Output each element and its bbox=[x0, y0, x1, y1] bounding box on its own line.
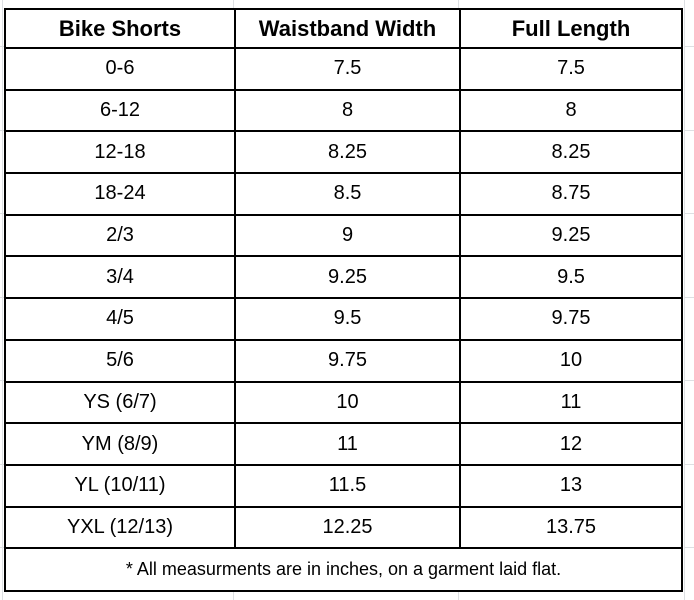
size-cell[interactable]: YXL (12/13) bbox=[4, 505, 236, 550]
sheet-gridline bbox=[458, 0, 459, 8]
waistband-width-cell[interactable]: 10 bbox=[234, 380, 461, 425]
size-chart-body: 0-6 7.5 7.5 6-12 8 8 12-18 8.25 8.25 18-24 8.5 8.75… bbox=[4, 47, 683, 550]
full-length-cell[interactable]: 11 bbox=[459, 380, 683, 425]
table-row: 0-6 7.5 7.5 bbox=[4, 47, 683, 91]
footnote-row: * All measurments are in inches, on a ga… bbox=[4, 547, 683, 593]
size-chart: Bike Shorts Waistband Width Full Length … bbox=[4, 8, 683, 593]
sheet-gridline bbox=[233, 0, 234, 8]
sheet-gridline bbox=[0, 213, 4, 214]
waistband-width-cell[interactable]: 8.25 bbox=[234, 130, 461, 175]
sheet-gridline bbox=[2, 0, 3, 600]
table-row: 12-18 8.25 8.25 bbox=[4, 130, 683, 175]
table-row: 18-24 8.5 8.75 bbox=[4, 172, 683, 216]
size-cell[interactable]: 4/5 bbox=[4, 297, 236, 341]
table-row: 5/6 9.75 10 bbox=[4, 338, 683, 383]
waistband-width-cell[interactable]: 9 bbox=[234, 213, 461, 258]
col-header-waistband-width[interactable]: Waistband Width bbox=[234, 8, 461, 49]
full-length-cell[interactable]: 13 bbox=[459, 463, 683, 508]
waistband-width-cell[interactable]: 9.25 bbox=[234, 255, 461, 300]
table-row: YS (6/7) 10 11 bbox=[4, 380, 683, 425]
sheet-gridline bbox=[684, 547, 694, 548]
waistband-width-cell[interactable]: 9.5 bbox=[234, 297, 461, 341]
sheet-gridline bbox=[684, 213, 694, 214]
sheet-gridline bbox=[0, 547, 4, 548]
size-cell[interactable]: 3/4 bbox=[4, 255, 236, 300]
table-row: YL (10/11) 11.5 13 bbox=[4, 463, 683, 508]
size-cell[interactable]: 18-24 bbox=[4, 172, 236, 216]
size-cell[interactable]: 2/3 bbox=[4, 213, 236, 258]
col-header-full-length[interactable]: Full Length bbox=[459, 8, 683, 49]
sheet-gridline bbox=[458, 591, 459, 600]
size-cell[interactable]: 6-12 bbox=[4, 88, 236, 133]
sheet-gridline bbox=[684, 130, 694, 131]
waistband-width-cell[interactable]: 9.75 bbox=[234, 338, 461, 383]
sheet-gridline bbox=[684, 46, 694, 47]
full-length-cell[interactable]: 12 bbox=[459, 422, 683, 466]
sheet-gridline bbox=[0, 464, 4, 465]
col-header-bike-shorts[interactable]: Bike Shorts bbox=[4, 8, 236, 49]
waistband-width-cell[interactable]: 8 bbox=[234, 88, 461, 133]
table-row: 2/3 9 9.25 bbox=[4, 213, 683, 258]
full-length-cell[interactable]: 8.25 bbox=[459, 130, 683, 175]
table-row: 6-12 8 8 bbox=[4, 88, 683, 133]
waistband-width-cell[interactable]: 12.25 bbox=[234, 505, 461, 550]
sheet-gridline bbox=[684, 380, 694, 381]
size-cell[interactable]: YL (10/11) bbox=[4, 463, 236, 508]
header-row: Bike Shorts Waistband Width Full Length bbox=[4, 8, 683, 49]
full-length-cell[interactable]: 13.75 bbox=[459, 505, 683, 550]
sheet-gridline bbox=[0, 380, 4, 381]
footnote-cell[interactable]: * All measurments are in inches, on a ga… bbox=[4, 547, 683, 593]
sheet-gridline bbox=[233, 591, 234, 600]
size-cell[interactable]: YM (8/9) bbox=[4, 422, 236, 466]
size-chart-table: Bike Shorts Waistband Width Full Length … bbox=[4, 8, 683, 593]
sheet-gridline bbox=[684, 464, 694, 465]
table-row: 4/5 9.5 9.75 bbox=[4, 297, 683, 341]
size-chart-header: Bike Shorts Waistband Width Full Length bbox=[4, 8, 683, 49]
full-length-cell[interactable]: 8.75 bbox=[459, 172, 683, 216]
waistband-width-cell[interactable]: 11 bbox=[234, 422, 461, 466]
size-cell[interactable]: YS (6/7) bbox=[4, 380, 236, 425]
table-row: 3/4 9.25 9.5 bbox=[4, 255, 683, 300]
full-length-cell[interactable]: 9.75 bbox=[459, 297, 683, 341]
size-cell[interactable]: 12-18 bbox=[4, 130, 236, 175]
sheet-gridline bbox=[0, 130, 4, 131]
size-cell[interactable]: 0-6 bbox=[4, 47, 236, 91]
size-cell[interactable]: 5/6 bbox=[4, 338, 236, 383]
waistband-width-cell[interactable]: 11.5 bbox=[234, 463, 461, 508]
size-chart-footer: * All measurments are in inches, on a ga… bbox=[4, 547, 683, 593]
waistband-width-cell[interactable]: 7.5 bbox=[234, 47, 461, 91]
sheet-gridline bbox=[684, 297, 694, 298]
full-length-cell[interactable]: 9.5 bbox=[459, 255, 683, 300]
full-length-cell[interactable]: 9.25 bbox=[459, 213, 683, 258]
full-length-cell[interactable]: 7.5 bbox=[459, 47, 683, 91]
table-row: YXL (12/13) 12.25 13.75 bbox=[4, 505, 683, 550]
full-length-cell[interactable]: 10 bbox=[459, 338, 683, 383]
full-length-cell[interactable]: 8 bbox=[459, 88, 683, 133]
sheet-gridline bbox=[0, 46, 4, 47]
table-row: YM (8/9) 11 12 bbox=[4, 422, 683, 466]
sheet-gridline bbox=[684, 0, 685, 600]
sheet-gridline bbox=[0, 297, 4, 298]
waistband-width-cell[interactable]: 8.5 bbox=[234, 172, 461, 216]
